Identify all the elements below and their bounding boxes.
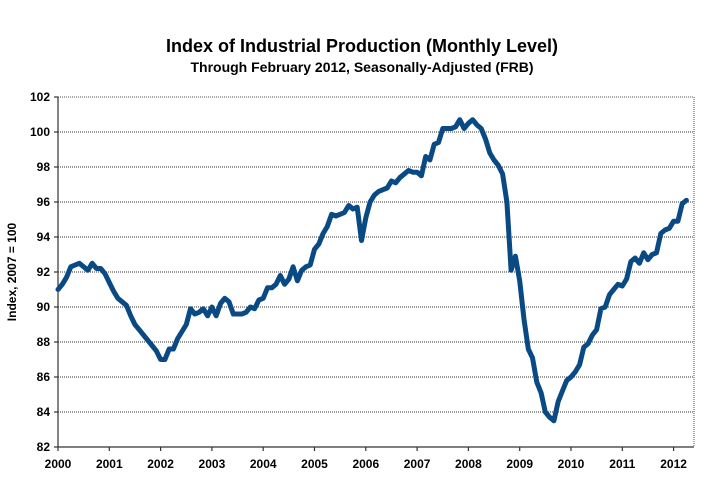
y-tick-label: 102 <box>30 90 50 104</box>
gridlines <box>58 96 694 413</box>
y-tick-label: 98 <box>37 160 51 174</box>
chart-subtitle: Through February 2012, Seasonally-Adjust… <box>190 59 533 75</box>
x-tick-label: 2006 <box>352 457 379 471</box>
y-tick-label: 88 <box>37 335 51 349</box>
x-tick-label: 2004 <box>250 457 277 471</box>
x-tick-label: 2010 <box>558 457 585 471</box>
chart-title: Index of Industrial Production (Monthly … <box>166 36 558 56</box>
y-tick-label: 82 <box>37 440 51 454</box>
y-tick-label: 90 <box>37 300 51 314</box>
y-axis: 82 84 86 88 90 92 94 96 98 100 102 <box>30 90 59 454</box>
y-axis-label: Index, 2007 = 100 <box>5 222 19 321</box>
x-tick-label: 2007 <box>404 457 431 471</box>
x-tick-label: 2012 <box>660 457 687 471</box>
x-tick-label: 2000 <box>45 457 72 471</box>
y-tick-label: 86 <box>37 370 51 384</box>
x-axis: 2000 2001 2002 2003 2004 2005 2006 2007 2008 2009… <box>45 446 694 471</box>
series-line-industrial-production <box>55 117 689 424</box>
x-tick-label: 2008 <box>455 457 482 471</box>
x-tick-label: 2001 <box>96 457 123 471</box>
y-tick-label: 96 <box>37 195 51 209</box>
x-tick-label: 2002 <box>147 457 174 471</box>
y-tick-label: 92 <box>37 265 51 279</box>
y-tick-label: 84 <box>37 405 51 419</box>
x-tick-label: 2005 <box>301 457 328 471</box>
x-tick-label: 2003 <box>199 457 226 471</box>
x-tick-label: 2009 <box>506 457 533 471</box>
y-tick-label: 94 <box>37 230 51 244</box>
y-tick-label: 100 <box>30 125 50 139</box>
x-tick-label: 2011 <box>609 457 635 471</box>
